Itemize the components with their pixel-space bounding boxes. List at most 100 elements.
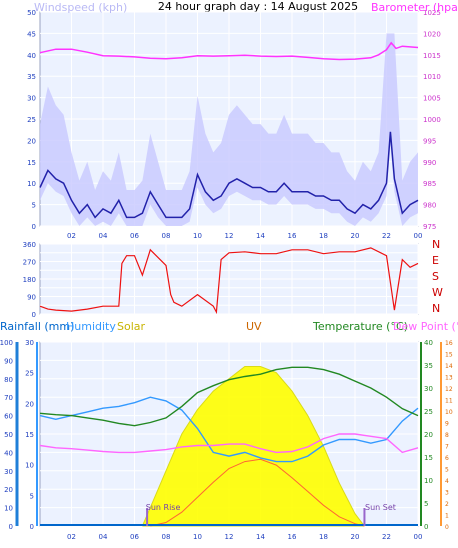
uv-tick-label: 14 bbox=[445, 363, 453, 370]
legend-solar: Solar bbox=[117, 320, 146, 333]
x-tick-label: 00 bbox=[414, 232, 423, 240]
baro-tick-label: 1015 bbox=[423, 52, 441, 60]
rainfall-tick-label: 10 bbox=[4, 505, 13, 513]
x-tick-label: 12 bbox=[225, 533, 234, 541]
baro-tick-label: 1010 bbox=[423, 73, 441, 81]
legend-uv: UV bbox=[246, 320, 262, 333]
uv-tick-label: 0 bbox=[445, 524, 449, 531]
sunrise-label: Sun Rise bbox=[146, 503, 181, 512]
temperature-tick-label: 20 bbox=[424, 431, 433, 439]
rainfall-tick-label: 60 bbox=[4, 413, 13, 421]
wind-tick-label: 40 bbox=[27, 52, 36, 60]
uv-tick-label: 1 bbox=[445, 513, 449, 520]
wind-gust-band bbox=[40, 33, 418, 227]
x-tick-label: 04 bbox=[99, 232, 108, 240]
temperature-humidity-panel: Sun Rise Sun Set0102030405060708090100051… bbox=[0, 320, 458, 541]
temperature-tick-label: 35 bbox=[424, 362, 433, 370]
dewpoint-series-line bbox=[39, 433, 419, 454]
humidity-tick-label: 5 bbox=[30, 492, 34, 500]
wind-axis-label: Windspeed (kph) bbox=[34, 1, 127, 14]
x-tick-label: 16 bbox=[288, 232, 297, 240]
temperature-series-line bbox=[39, 366, 419, 427]
temperature-tick-label: 10 bbox=[424, 477, 433, 485]
uv-series-line bbox=[150, 458, 365, 527]
direction-series-line bbox=[39, 247, 419, 315]
baro-tick-label: 1020 bbox=[423, 30, 441, 38]
uv-tick-label: 6 bbox=[445, 455, 449, 462]
uv-tick-label: 11 bbox=[445, 398, 453, 405]
x-tick-label: 10 bbox=[193, 232, 202, 240]
x-tick-label: 12 bbox=[225, 232, 234, 240]
uv-tick-label: 9 bbox=[445, 421, 449, 428]
baro-axis-label: Barometer (hpa) bbox=[371, 1, 458, 14]
rainfall-tick-label: 70 bbox=[4, 394, 13, 402]
humidity-tick-label: 20 bbox=[25, 400, 34, 408]
x-tick-label: 10 bbox=[193, 533, 202, 541]
humidity-tick-label: 0 bbox=[30, 523, 34, 531]
direction-tick-label: 0 bbox=[32, 311, 36, 319]
temperature-tick-label: 25 bbox=[424, 408, 433, 416]
baro-tick-label: 985 bbox=[423, 180, 436, 188]
baro-tick-label: 980 bbox=[423, 202, 436, 210]
direction-tick-label: 270 bbox=[23, 259, 36, 267]
wind-tick-label: 30 bbox=[27, 95, 36, 103]
wind-tick-label: 15 bbox=[27, 159, 36, 167]
x-tick-label: 18 bbox=[319, 533, 328, 541]
chart-title: 24 hour graph day : 14 August 2025 bbox=[158, 0, 358, 13]
baro-tick-label: 975 bbox=[423, 223, 436, 231]
temperature-tick-label: 5 bbox=[424, 500, 428, 508]
x-tick-label: 22 bbox=[382, 232, 391, 240]
baro-tick-label: 1005 bbox=[423, 95, 441, 103]
compass-label: N bbox=[432, 302, 440, 315]
wind-tick-label: 10 bbox=[27, 180, 36, 188]
uv-tick-label: 10 bbox=[445, 409, 453, 416]
x-tick-label: 04 bbox=[99, 533, 108, 541]
x-tick-label: 06 bbox=[130, 232, 139, 240]
compass-label: E bbox=[432, 254, 439, 267]
x-tick-label: 02 bbox=[67, 232, 76, 240]
rainfall-tick-label: 30 bbox=[4, 468, 13, 476]
uv-tick-label: 7 bbox=[445, 444, 449, 451]
x-tick-label: 20 bbox=[351, 232, 360, 240]
humidity-tick-label: 30 bbox=[25, 339, 34, 347]
uv-tick-label: 4 bbox=[445, 478, 449, 485]
x-tick-label: 14 bbox=[256, 232, 265, 240]
wind-tick-label: 50 bbox=[27, 9, 36, 17]
baro-tick-label: 1000 bbox=[423, 116, 441, 124]
x-tick-label: 08 bbox=[162, 232, 171, 240]
temperature-tick-label: 0 bbox=[424, 523, 428, 531]
x-tick-label: 06 bbox=[130, 533, 139, 541]
humidity-tick-label: 15 bbox=[25, 431, 34, 439]
temperature-tick-label: 40 bbox=[424, 339, 433, 347]
direction-tick-label: 360 bbox=[23, 241, 36, 249]
temperature-tick-label: 30 bbox=[424, 385, 433, 393]
rainfall-tick-label: 40 bbox=[4, 449, 13, 457]
uv-tick-label: 2 bbox=[445, 501, 449, 508]
legend-rainfall: Rainfall (mm) bbox=[0, 320, 74, 333]
humidity-tick-label: 10 bbox=[25, 462, 34, 470]
legend-humidity: Humidity bbox=[66, 320, 116, 333]
x-tick-label: 02 bbox=[67, 533, 76, 541]
x-tick-label: 00 bbox=[414, 533, 423, 541]
uv-tick-label: 15 bbox=[445, 352, 453, 359]
wind-tick-label: 45 bbox=[27, 30, 36, 38]
rainfall-tick-label: 20 bbox=[4, 486, 13, 494]
x-tick-label: 14 bbox=[256, 533, 265, 541]
sunset-label: Sun Set bbox=[365, 503, 396, 512]
rainfall-tick-label: 0 bbox=[9, 523, 13, 531]
uv-tick-label: 3 bbox=[445, 490, 449, 497]
compass-label: N bbox=[432, 238, 440, 251]
direction-tick-label: 90 bbox=[27, 294, 36, 302]
baro-tick-label: 990 bbox=[423, 159, 436, 167]
direction-tick-label: 180 bbox=[23, 276, 36, 284]
barometer-series-line bbox=[39, 41, 419, 61]
humidity-series-line bbox=[39, 396, 419, 463]
x-tick-label: 08 bbox=[162, 533, 171, 541]
wind-barometer-panel: 0510152025303540455097598098599099510001… bbox=[27, 1, 458, 240]
uv-tick-label: 16 bbox=[445, 340, 453, 347]
rainfall-tick-label: 90 bbox=[4, 357, 13, 365]
wind-tick-label: 0 bbox=[32, 223, 36, 231]
legend-dewpoint: Dew Point (°C) bbox=[393, 320, 458, 333]
uv-tick-label: 13 bbox=[445, 375, 453, 382]
